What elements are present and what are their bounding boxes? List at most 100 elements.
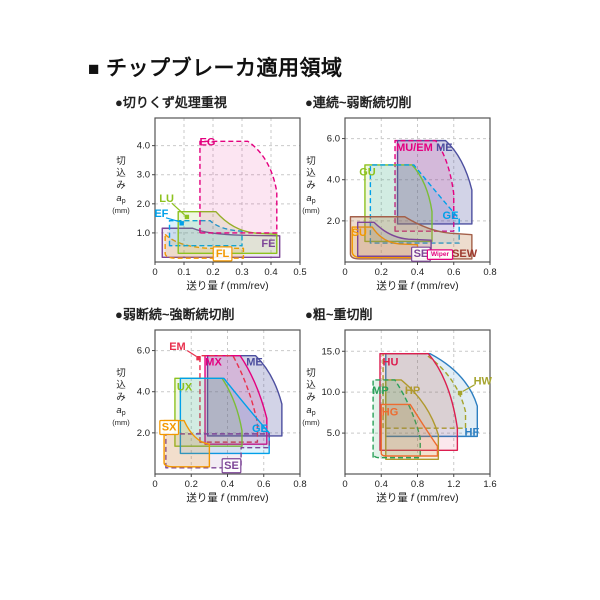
y-axis-unit: (mm) bbox=[112, 206, 130, 215]
page-title-text: チップブレーカ適用領域 bbox=[105, 57, 343, 80]
region-MP bbox=[372, 379, 421, 459]
y-axis-symbol: ap bbox=[116, 405, 125, 417]
y-axis-char: 込 bbox=[116, 168, 126, 179]
y-axis-char: 切 bbox=[116, 156, 126, 167]
region-label-Wiper: Wiper bbox=[431, 251, 449, 258]
region-label-SE: SE bbox=[414, 248, 429, 260]
region-label-HF: HF bbox=[465, 426, 480, 438]
y-tick-label: 2.0 bbox=[327, 216, 340, 227]
region-label-GE: GE bbox=[252, 423, 268, 435]
region-FE bbox=[161, 227, 281, 259]
region-HG bbox=[380, 403, 439, 457]
y-axis-unit: (mm) bbox=[112, 418, 130, 427]
region-label-box-SE bbox=[221, 458, 242, 474]
y-tick-label: 4.0 bbox=[137, 387, 150, 398]
region-SEW bbox=[349, 216, 473, 260]
y-tick-label: 10.0 bbox=[322, 387, 341, 398]
y-tick-label: 2.0 bbox=[137, 428, 150, 439]
region-label-LU: LU bbox=[159, 193, 174, 205]
y-axis-char: み bbox=[116, 392, 126, 403]
region-HF bbox=[385, 353, 479, 438]
region-label-FE: FE bbox=[261, 238, 275, 250]
x-axis-title: 送り量 f (mm/rev) bbox=[186, 279, 268, 292]
plot-border bbox=[154, 117, 301, 263]
y-tick-label: 2.0 bbox=[137, 199, 150, 210]
region-label-MP: MP bbox=[372, 385, 389, 397]
x-tick-label: 0.6 bbox=[447, 267, 460, 278]
y-tick-label: 3.0 bbox=[137, 170, 150, 181]
y-axis-unit: (mm) bbox=[302, 206, 320, 215]
region-EG bbox=[199, 140, 278, 234]
region-HU bbox=[379, 353, 459, 451]
title-square-icon: ■ bbox=[88, 59, 100, 80]
region-label-box-FL bbox=[212, 246, 233, 262]
y-tick-label: 4.0 bbox=[137, 141, 150, 152]
region-label-EF: EF bbox=[154, 208, 168, 220]
region-label-SEW: SEW bbox=[452, 248, 478, 260]
page-title: ■ チップブレーカ適用領域 bbox=[88, 52, 342, 82]
x-tick-label: 0.2 bbox=[206, 267, 219, 278]
y-tick-label: 4.0 bbox=[327, 175, 340, 186]
x-tick-label: 1.2 bbox=[447, 479, 460, 490]
x-tick-label: 0.5 bbox=[293, 267, 306, 278]
chart-rough-heavy: HU MP HP HG HW HF 0 0.4 0.8 1.2 1.6 5.0 10.0 15.0 送り量 … bbox=[302, 329, 497, 504]
region-label-GU: GU bbox=[359, 167, 376, 179]
y-axis-title: 切込み ap(mm) bbox=[302, 368, 320, 427]
label-leader-line bbox=[171, 202, 185, 216]
leader-marker bbox=[179, 221, 184, 226]
y-axis-symbol: ap bbox=[306, 193, 315, 205]
x-tick-label: 0.1 bbox=[177, 267, 190, 278]
region-label-HG: HG bbox=[382, 407, 399, 419]
y-axis-unit: (mm) bbox=[302, 418, 320, 427]
x-tick-label: 0.8 bbox=[411, 479, 424, 490]
chart-continuous-light-interrupted: GU MU/EM ME GE SU SE Wiper SEW 0 0.2 0.4 0.6 0.8 2.0 4… bbox=[302, 117, 497, 292]
x-axis-title: 送り量 f (mm/rev) bbox=[186, 491, 268, 504]
region-label-HW: HW bbox=[474, 376, 493, 388]
region-label-box-Wiper bbox=[426, 249, 454, 260]
region-EF bbox=[168, 219, 243, 247]
label-leader-line bbox=[165, 217, 181, 223]
x-tick-label: 0.2 bbox=[185, 479, 198, 490]
x-tick-label: 0 bbox=[152, 479, 157, 490]
x-tick-label: 0.6 bbox=[257, 479, 270, 490]
region-GE bbox=[369, 164, 460, 244]
region-label-MU/EM: MU/EM bbox=[396, 142, 433, 154]
y-axis-char: 込 bbox=[306, 380, 316, 391]
region-label-UX: UX bbox=[177, 382, 193, 394]
y-axis-char: 込 bbox=[116, 380, 126, 391]
y-axis-char: み bbox=[116, 180, 126, 191]
y-axis-char: 切 bbox=[306, 368, 316, 379]
x-tick-label: 0.2 bbox=[375, 267, 388, 278]
region-label-HP: HP bbox=[405, 385, 420, 397]
x-tick-label: 0.8 bbox=[483, 267, 496, 278]
y-tick-label: 5.0 bbox=[327, 428, 340, 439]
region-label-SE: SE bbox=[224, 460, 239, 472]
y-axis-symbol: ap bbox=[116, 193, 125, 205]
chart-title-rough-heavy: ●粗~重切削 bbox=[305, 307, 373, 322]
x-tick-label: 0 bbox=[342, 479, 347, 490]
x-tick-label: 0.4 bbox=[411, 267, 424, 278]
y-tick-label: 6.0 bbox=[327, 134, 340, 145]
x-tick-label: 0.4 bbox=[264, 267, 277, 278]
label-leader-line bbox=[186, 350, 197, 357]
label-leader-line bbox=[462, 384, 475, 392]
region-label-HU: HU bbox=[383, 357, 399, 369]
region-EM bbox=[199, 355, 259, 443]
y-axis-title: 切込み ap(mm) bbox=[112, 368, 130, 427]
region-HP bbox=[385, 379, 440, 460]
y-axis-title: 切込み ap(mm) bbox=[302, 156, 320, 215]
y-tick-label: 6.0 bbox=[137, 346, 150, 357]
region-label-ME: ME bbox=[246, 357, 263, 369]
region-ME bbox=[396, 139, 473, 225]
x-tick-label: 0.3 bbox=[235, 267, 248, 278]
chart-title-interrupted: ●弱断続~強断続切削 bbox=[115, 307, 235, 322]
chart-title-continuous: ●連続~弱断続切削 bbox=[305, 95, 412, 110]
x-tick-label: 0 bbox=[342, 267, 347, 278]
y-axis-char: 切 bbox=[306, 156, 316, 167]
x-axis-title: 送り量 f (mm/rev) bbox=[376, 279, 458, 292]
leader-marker bbox=[457, 390, 463, 396]
x-tick-label: 1.6 bbox=[483, 479, 496, 490]
region-label-MX: MX bbox=[205, 357, 222, 369]
